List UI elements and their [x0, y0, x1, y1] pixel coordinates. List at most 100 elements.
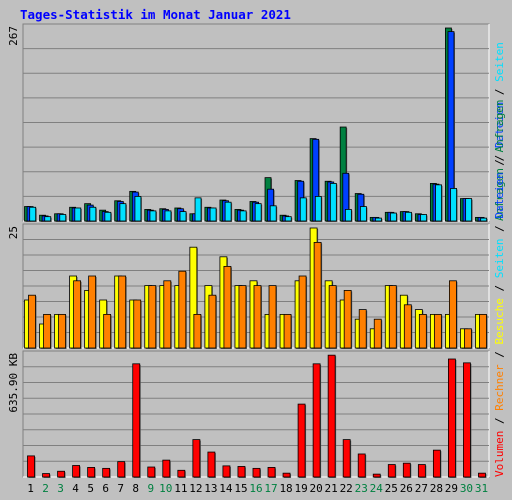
bar-volumen-day-10: [162, 459, 171, 478]
chart-title: Tages-Statistik im Monat Januar 2021: [20, 7, 291, 22]
x-tick-label: 28: [430, 482, 443, 495]
bar-seiten-day-4: [74, 207, 82, 222]
panel-top: 267: [7, 23, 490, 223]
x-tick-label: 23: [355, 482, 368, 495]
bar-rechner-day-1: [28, 294, 36, 349]
bar-volumen-day-26: [402, 462, 411, 478]
bar-volumen-day-20: [312, 363, 321, 478]
bar-seiten-day-30: [465, 198, 473, 222]
bar-volumen-day-6: [102, 467, 111, 478]
bar-seiten-day-23: [360, 206, 367, 222]
bar-seiten-day-10: [164, 210, 172, 222]
right-label-segment: Dateien: [493, 102, 506, 148]
right-label-segment: Rechner: [493, 364, 506, 411]
bar-rechner-day-14: [223, 265, 232, 349]
bar-seiten-day-11: [179, 211, 187, 222]
bar-volumen-day-24: [372, 473, 381, 478]
bar-rechner-day-17: [268, 285, 277, 349]
right-label-segment: Anfragen: [493, 99, 506, 152]
bar-rechner-day-9: [148, 285, 157, 349]
bar-rechner-day-24: [373, 318, 382, 349]
right-label-top: Anfragen / Dateien / Seiten: [493, 42, 506, 221]
bar-volumen-day-12: [192, 439, 201, 478]
bar-seiten-day-3: [59, 214, 67, 222]
bar-volumen-day-11: [177, 469, 186, 478]
bar-rechner-day-6: [103, 313, 112, 349]
bar-rechner-day-5: [88, 275, 97, 349]
bar-seiten-day-21: [329, 183, 337, 222]
bar-rechner-day-7: [118, 275, 127, 349]
bar-volumen-day-31: [478, 472, 486, 478]
bar-rechner-day-20: [313, 241, 322, 349]
bar-seiten-day-20: [314, 196, 322, 222]
bar-volumen-day-21: [327, 354, 336, 478]
bar-seiten-day-22: [344, 209, 352, 222]
right-label-segment: Besuche: [493, 298, 506, 344]
bar-volumen-day-23: [357, 453, 366, 478]
bar-seiten-day-26: [405, 211, 412, 222]
x-tick-label: 25: [385, 482, 398, 495]
bar-rechner-day-23: [358, 309, 367, 349]
bar-seiten-day-28: [435, 184, 442, 222]
bar-seiten-day-19: [299, 197, 307, 222]
bar-rechner-day-21: [328, 285, 337, 349]
bar-seiten-day-6: [104, 211, 112, 222]
x-tick-label: 30: [460, 482, 473, 495]
bar-volumen-day-3: [57, 470, 65, 478]
bar-rechner-day-27: [418, 313, 427, 349]
x-tick-label: 10: [159, 482, 172, 495]
panel-bottom: 635.90 KB: [7, 350, 490, 478]
right-label-segment: /: [493, 345, 506, 365]
y-max-label-bottom: 635.90 KB: [7, 353, 20, 413]
bar-rechner-day-15: [238, 285, 247, 349]
bar-volumen-day-25: [387, 464, 396, 478]
x-tick-label: 3: [57, 482, 64, 495]
bar-volumen-day-19: [297, 403, 306, 478]
x-tick-label: 24: [370, 482, 384, 495]
right-label-segment: /: [493, 411, 506, 431]
bar-volumen-day-29: [448, 358, 456, 478]
panel-middle: 25: [7, 223, 490, 349]
bar-seiten-day-2: [44, 216, 52, 222]
bar-rechner-day-30: [464, 328, 472, 349]
right-label-segment: Anfragen: [493, 168, 506, 221]
bar-volumen-day-8: [132, 363, 141, 478]
bar-volumen-day-2: [42, 473, 50, 478]
x-tick-label: 5: [87, 482, 94, 495]
bar-volumen-day-7: [117, 461, 126, 478]
x-tick-label: 15: [234, 482, 247, 495]
bar-rechner-day-18: [283, 313, 292, 349]
x-tick-label: 17: [264, 482, 277, 495]
bar-seiten-day-17: [269, 205, 277, 222]
x-tick-label: 6: [102, 482, 109, 495]
bar-rechner-day-25: [388, 285, 397, 349]
bar-seiten-day-12: [194, 197, 202, 222]
bar-rechner-day-12: [193, 313, 202, 349]
bar-seiten-day-7: [119, 203, 127, 222]
x-tick-label: 11: [174, 482, 187, 495]
bar-seiten-day-8: [134, 196, 142, 222]
bar-rechner-day-31: [479, 313, 487, 349]
right-label-segment: /: [493, 152, 506, 172]
bar-seiten-day-27: [420, 214, 427, 222]
bar-rechner-day-29: [449, 280, 457, 349]
bar-rechner-day-4: [73, 280, 81, 349]
bar-rechner-day-10: [163, 280, 172, 349]
x-tick-label: 31: [475, 482, 488, 495]
x-tick-label: 12: [189, 482, 202, 495]
bar-volumen-day-15: [237, 466, 246, 478]
x-tick-label: 14: [219, 482, 233, 495]
x-tick-label: 8: [132, 482, 139, 495]
right-label-bottom: Volumen / Rechner / Besuche / Seiten / D…: [493, 99, 506, 477]
bar-seiten-day-18: [284, 216, 292, 222]
bar-volumen-day-28: [432, 449, 441, 478]
bar-rechner-day-2: [43, 313, 51, 349]
bar-seiten-day-14: [224, 201, 232, 222]
x-tick-label: 18: [279, 482, 292, 495]
panels-group: 267 25 635.90 KB: [7, 23, 490, 478]
x-tick-label: 4: [72, 482, 79, 495]
bar-rechner-day-13: [208, 294, 217, 349]
x-tick-label: 1: [27, 482, 34, 495]
bar-rechner-day-28: [433, 313, 442, 349]
